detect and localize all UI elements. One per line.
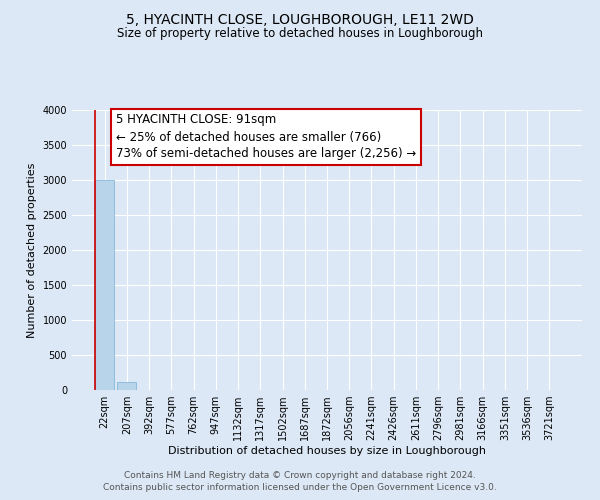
Text: Contains HM Land Registry data © Crown copyright and database right 2024.
Contai: Contains HM Land Registry data © Crown c…: [103, 471, 497, 492]
Text: 5 HYACINTH CLOSE: 91sqm
← 25% of detached houses are smaller (766)
73% of semi-d: 5 HYACINTH CLOSE: 91sqm ← 25% of detache…: [116, 114, 416, 160]
Bar: [95, 180, 114, 390]
Bar: [118, 382, 136, 390]
X-axis label: Distribution of detached houses by size in Loughborough: Distribution of detached houses by size …: [168, 446, 486, 456]
Text: Size of property relative to detached houses in Loughborough: Size of property relative to detached ho…: [117, 28, 483, 40]
Text: 5, HYACINTH CLOSE, LOUGHBOROUGH, LE11 2WD: 5, HYACINTH CLOSE, LOUGHBOROUGH, LE11 2W…: [126, 12, 474, 26]
Y-axis label: Number of detached properties: Number of detached properties: [27, 162, 37, 338]
